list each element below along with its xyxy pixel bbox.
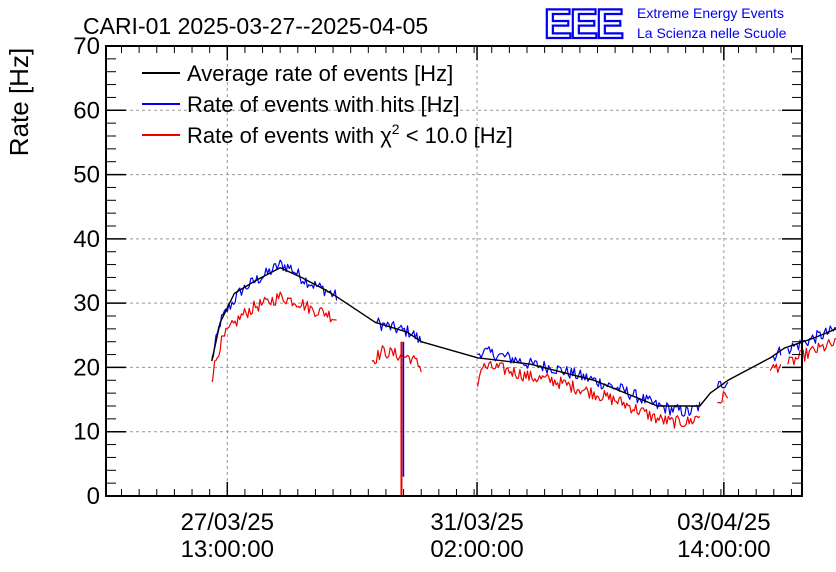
x-tick-label-date: 27/03/25: [181, 509, 274, 536]
axis-tick-labels: 01020304050607027/03/2513:00:0031/03/250…: [73, 33, 770, 563]
legend: Average rate of events [Hz] Rate of even…: [142, 61, 513, 148]
x-tick-label-date: 03/04/25: [677, 509, 770, 536]
y-tick-label: 70: [73, 33, 100, 60]
x-tick-label-time: 13:00:00: [181, 536, 274, 563]
series-line-hits: [375, 317, 422, 344]
series-group: [211, 259, 836, 496]
legend-chi2-pre: Rate of events with: [187, 123, 380, 148]
series-line-chi2: [717, 391, 729, 404]
series-line-hits: [211, 259, 338, 362]
y-axis-label: Rate [Hz]: [4, 48, 34, 156]
legend-chi2-post: < 10.0 [Hz]: [400, 123, 513, 148]
x-tick-label-time: 14:00:00: [677, 536, 770, 563]
axis-ticks: [106, 45, 802, 497]
plot-frame: [105, 45, 803, 497]
chart-title: CARI-01 2025-03-27--2025-04-05: [83, 13, 428, 39]
y-tick-label: 50: [73, 162, 100, 189]
y-tick-label: 40: [73, 226, 100, 253]
eee-logo: EEE Extreme Energy Events La Scienza nel…: [543, 0, 787, 48]
y-tick-label: 10: [73, 419, 100, 446]
logo-line-1: Extreme Energy Events: [637, 5, 784, 21]
legend-chi2-superscript: 2: [392, 121, 400, 137]
grid-lines: [106, 46, 802, 496]
y-tick-label: 0: [87, 483, 100, 510]
series-line-chi2: [769, 363, 782, 373]
y-tick-label: 20: [73, 354, 100, 381]
y-tick-label: 30: [73, 290, 100, 317]
series-line-chi2: [477, 360, 701, 429]
legend-label-average: Average rate of events [Hz]: [187, 61, 453, 86]
series-line-average: [211, 267, 836, 407]
series-line-hits: [716, 380, 729, 389]
x-tick-label-time: 02:00:00: [430, 536, 523, 563]
x-tick-label-date: 31/03/25: [430, 509, 523, 536]
legend-label-hits: Rate of events with hits [Hz]: [187, 92, 460, 117]
series-line-chi2: [371, 345, 422, 373]
legend-chi2-symbol: χ: [380, 123, 392, 148]
legend-label-chi2: Rate of events with χ2 < 10.0 [Hz]: [187, 121, 513, 148]
series-line-chi2: [787, 337, 836, 366]
logo-line-2: La Scienza nelle Scuole: [637, 25, 787, 41]
logo-letters: EEE: [544, 0, 623, 47]
y-tick-label: 60: [73, 97, 100, 124]
series-line-chi2: [211, 291, 337, 382]
